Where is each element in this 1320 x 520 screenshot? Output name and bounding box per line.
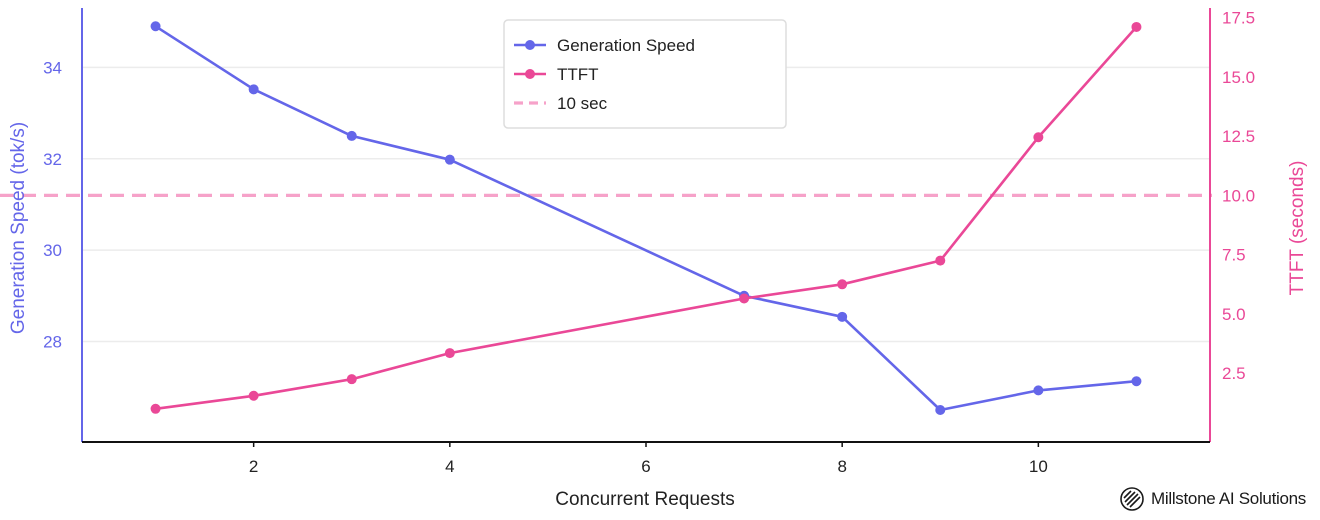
- y-left-tick-label: 32: [43, 150, 62, 169]
- legend-box: [503, 19, 787, 129]
- data-point-ttft: [739, 293, 750, 304]
- y-right-tick-label: 15.0: [1222, 68, 1255, 87]
- y-right-tick-label: 12.5: [1222, 127, 1255, 146]
- x-tick-label: 6: [641, 457, 650, 476]
- brand-name: Millstone AI Solutions: [1151, 489, 1306, 508]
- series-group: [150, 21, 1142, 416]
- data-point-ttft: [837, 279, 848, 290]
- y-left-tick-label: 30: [43, 241, 62, 260]
- data-point-ttft: [444, 348, 455, 359]
- data-point-ttft: [248, 390, 259, 401]
- data-point-ttft: [1131, 21, 1142, 32]
- data-point-generation-speed: [444, 154, 455, 165]
- brand-mark-icon: [1120, 487, 1144, 511]
- y-right-tick-label: 2.5: [1222, 364, 1246, 383]
- data-point-ttft: [150, 403, 161, 414]
- data-point-generation-speed: [1033, 385, 1044, 396]
- x-tick-label: 4: [445, 457, 454, 476]
- data-point-generation-speed: [248, 84, 259, 95]
- data-point-ttft: [935, 255, 946, 266]
- x-tick-label: 2: [249, 457, 258, 476]
- data-point-ttft: [346, 374, 357, 385]
- legend-label: Generation Speed: [557, 36, 695, 55]
- legend-label: 10 sec: [557, 94, 608, 113]
- y-right-tick-label: 10.0: [1222, 186, 1255, 205]
- x-tick-label: 8: [837, 457, 846, 476]
- y-right-tick-label: 17.5: [1222, 8, 1255, 27]
- y-right-tick-label: 5.0: [1222, 305, 1246, 324]
- legend-marker: [525, 69, 535, 79]
- data-point-generation-speed: [935, 405, 946, 416]
- x-axis-label: Concurrent Requests: [555, 489, 735, 510]
- x-tick-label: 10: [1029, 457, 1048, 476]
- tick-labels: 2 4 6 8 10 28 30 32 34 2.5 5.0 7.5 10.0 12.5 15.0 17.5: [43, 8, 1255, 476]
- data-point-ttft: [1033, 132, 1044, 143]
- legend-label: TTFT: [557, 65, 599, 84]
- y-axis-right-label: TTFT (seconds): [1287, 161, 1308, 296]
- data-point-generation-speed: [1131, 376, 1142, 387]
- data-point-generation-speed: [837, 311, 848, 322]
- y-axis-left-label: Generation Speed (tok/s): [8, 122, 29, 334]
- y-right-tick-label: 7.5: [1222, 246, 1246, 265]
- legend: Generation Speed TTFT 10 sec: [503, 19, 787, 129]
- legend-marker: [525, 40, 535, 50]
- brand-logo: Millstone AI Solutions: [1119, 486, 1306, 512]
- y-left-tick-label: 28: [43, 332, 62, 351]
- y-left-tick-label: 34: [43, 58, 62, 77]
- data-point-generation-speed: [346, 130, 357, 141]
- data-point-generation-speed: [150, 21, 161, 32]
